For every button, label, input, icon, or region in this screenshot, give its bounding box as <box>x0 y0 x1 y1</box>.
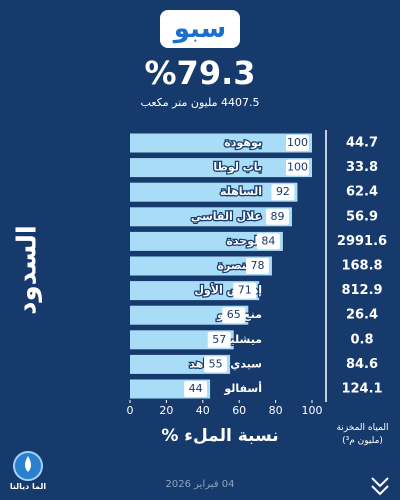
x-tick-label: 100 <box>302 404 323 417</box>
value-label: 65 <box>227 308 241 321</box>
stored-value: 26.4 <box>346 308 378 323</box>
y-axis-label: السدود <box>13 225 43 315</box>
arrows-icon <box>371 477 389 496</box>
value-label: 44 <box>189 382 203 395</box>
category-label: باب لوطا <box>213 161 262 174</box>
value-label-box <box>204 356 228 373</box>
stored-value: 44.7 <box>346 136 378 151</box>
x-tick-label: 20 <box>159 404 173 417</box>
category-label: الوحدة <box>226 234 262 247</box>
bar <box>130 207 292 227</box>
bar <box>130 158 312 178</box>
value-label-box <box>271 184 295 201</box>
x-tick-label: 60 <box>232 404 246 417</box>
value-label: 89 <box>270 210 284 223</box>
stored-value: 812.9 <box>341 283 382 298</box>
x-tick-label: 0 <box>127 404 134 417</box>
value-label: 100 <box>287 161 308 174</box>
value-label: 100 <box>287 136 308 149</box>
bar <box>130 256 272 276</box>
subtitle: 4407.5 مليون متر مكعب <box>140 96 260 109</box>
value-label: 71 <box>238 284 252 297</box>
x-tick-label: 80 <box>269 404 283 417</box>
value-label-box <box>222 307 246 324</box>
x-axis-label: نسبة الملء % <box>161 426 279 446</box>
stored-value: 124.1 <box>341 382 382 397</box>
title: سبو <box>159 10 241 48</box>
bar <box>130 305 249 325</box>
value-label-box <box>245 258 269 274</box>
stored-value: 84.6 <box>346 357 378 372</box>
value-label-box <box>286 159 309 176</box>
x-tick-label: 40 <box>196 404 210 417</box>
value-label: 84 <box>261 234 275 247</box>
stored-value: 2991.6 <box>337 234 387 249</box>
logo-drop <box>25 456 31 472</box>
value-label-box <box>233 282 257 299</box>
date: 04 فبراير 2026 <box>165 479 235 490</box>
stored-value: 33.8 <box>346 160 378 175</box>
value-label: 78 <box>250 259 264 272</box>
stored-header: المياه المخزنة (مليون م³) <box>336 423 389 446</box>
value-label: 57 <box>212 333 226 346</box>
category-label: بوهودة <box>224 136 262 149</box>
value-label-box <box>184 381 208 397</box>
stored-value: 62.4 <box>346 185 378 200</box>
headline: %79.3 <box>144 54 256 92</box>
value-label: 92 <box>276 185 290 198</box>
bar <box>130 133 312 153</box>
value-label-box <box>286 135 309 151</box>
bar <box>130 281 260 301</box>
category-label: أسفالو <box>223 381 262 395</box>
bar <box>130 182 298 202</box>
category-label: علال الفاسي <box>191 210 262 223</box>
value-label-box <box>207 331 231 348</box>
logo-text: الما ديالنا <box>9 482 47 491</box>
value-label: 55 <box>209 357 223 370</box>
stored-value: 56.9 <box>346 209 378 224</box>
category-label: الساهلة <box>220 185 262 198</box>
value-label-box <box>256 233 280 250</box>
bar <box>130 231 283 251</box>
title-wrap: سبو <box>0 10 400 48</box>
stored-value: 0.8 <box>350 332 373 347</box>
value-label-box <box>265 208 289 225</box>
stored-value: 168.8 <box>341 259 382 274</box>
